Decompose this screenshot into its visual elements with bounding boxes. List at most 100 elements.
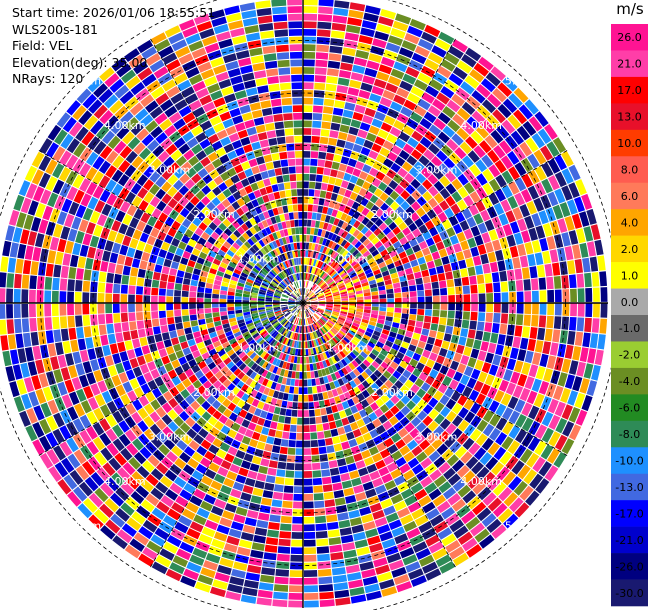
velocity-gate bbox=[288, 166, 296, 174]
velocity-gate bbox=[309, 325, 313, 332]
velocity-gate bbox=[269, 284, 277, 289]
velocity-gate bbox=[59, 425, 72, 440]
velocity-gate bbox=[379, 192, 389, 202]
velocity-gate bbox=[250, 549, 264, 559]
velocity-gate bbox=[133, 208, 144, 220]
velocity-gate bbox=[54, 129, 68, 145]
velocity-gate bbox=[282, 431, 290, 439]
velocity-gate bbox=[269, 329, 276, 335]
velocity-gate bbox=[197, 237, 207, 246]
velocity-gate bbox=[319, 361, 325, 369]
velocity-gate bbox=[446, 227, 456, 238]
velocity-gate bbox=[278, 238, 284, 246]
velocity-gate bbox=[94, 393, 106, 407]
velocity-gate bbox=[437, 527, 453, 540]
velocity-gate bbox=[272, 349, 279, 357]
velocity-gate bbox=[379, 212, 389, 222]
velocity-gate bbox=[254, 279, 262, 285]
velocity-gate bbox=[154, 112, 168, 125]
velocity-gate bbox=[204, 298, 212, 303]
velocity-gate bbox=[140, 94, 155, 108]
velocity-gate bbox=[386, 133, 398, 144]
velocity-gate bbox=[274, 576, 289, 585]
velocity-gate bbox=[227, 334, 235, 341]
velocity-gate bbox=[270, 282, 277, 288]
velocity-gate bbox=[352, 112, 364, 121]
velocity-gate bbox=[336, 352, 343, 360]
velocity-gate bbox=[463, 249, 472, 259]
velocity-gate bbox=[180, 341, 189, 350]
velocity-gate bbox=[192, 106, 206, 118]
velocity-gate bbox=[204, 287, 213, 294]
velocity-gate bbox=[535, 478, 550, 494]
velocity-gate bbox=[280, 336, 286, 344]
velocity-gate bbox=[292, 274, 296, 282]
velocity-gate bbox=[209, 268, 217, 275]
velocity-gate bbox=[401, 286, 409, 293]
velocity-gate bbox=[151, 279, 160, 288]
velocity-gate bbox=[577, 288, 585, 302]
velocity-gate bbox=[375, 564, 390, 575]
velocity-gate bbox=[144, 278, 152, 287]
velocity-gate bbox=[229, 321, 238, 327]
velocity-gate bbox=[195, 150, 207, 161]
velocity-gate bbox=[422, 415, 433, 427]
velocity-gate bbox=[214, 370, 224, 380]
velocity-gate bbox=[222, 188, 232, 198]
velocity-gate bbox=[362, 238, 371, 247]
velocity-gate bbox=[326, 257, 332, 265]
velocity-gate bbox=[399, 178, 410, 189]
velocity-gate bbox=[358, 258, 367, 266]
velocity-gate bbox=[224, 503, 237, 513]
velocity-gate bbox=[185, 394, 195, 405]
velocity-gate bbox=[136, 312, 144, 321]
velocity-gate bbox=[226, 361, 235, 369]
velocity-gate bbox=[341, 260, 348, 267]
velocity-gate bbox=[277, 314, 284, 320]
velocity-gate bbox=[150, 368, 160, 379]
velocity-gate bbox=[291, 332, 295, 340]
velocity-gate bbox=[292, 324, 296, 332]
velocity-gate bbox=[357, 244, 365, 252]
velocity-gate bbox=[368, 364, 377, 373]
velocity-gate bbox=[207, 83, 221, 94]
velocity-gate bbox=[260, 269, 267, 276]
velocity-gate bbox=[501, 292, 509, 303]
velocity-gate bbox=[256, 156, 265, 165]
velocity-gate bbox=[174, 521, 189, 534]
velocity-gate bbox=[546, 236, 556, 250]
velocity-gate bbox=[591, 364, 601, 381]
velocity-gate bbox=[352, 322, 360, 328]
velocity-gate bbox=[341, 417, 350, 426]
velocity-gate bbox=[161, 193, 172, 205]
velocity-gate bbox=[285, 288, 292, 294]
velocity-gate bbox=[291, 258, 295, 266]
velocity-gate bbox=[424, 482, 438, 494]
velocity-gate bbox=[193, 13, 210, 25]
velocity-gate bbox=[147, 335, 156, 345]
velocity-gate bbox=[271, 445, 281, 454]
velocity-gate bbox=[505, 210, 516, 223]
velocity-gate bbox=[431, 379, 442, 390]
velocity-gate bbox=[314, 277, 320, 284]
velocity-gate bbox=[208, 222, 218, 231]
velocity-gate bbox=[244, 119, 255, 129]
velocity-gate bbox=[94, 200, 106, 213]
velocity-gate bbox=[553, 276, 562, 289]
velocity-gate bbox=[314, 500, 325, 509]
velocity-gate bbox=[484, 219, 495, 232]
velocity-gate bbox=[192, 161, 204, 173]
velocity-gate bbox=[205, 433, 216, 444]
velocity-gate bbox=[360, 322, 368, 328]
velocity-gate bbox=[422, 179, 433, 190]
velocity-gate bbox=[292, 235, 297, 243]
velocity-gate bbox=[402, 73, 417, 85]
velocity-gate bbox=[300, 356, 303, 364]
velocity-gate bbox=[428, 408, 439, 420]
velocity-gate bbox=[316, 538, 329, 547]
velocity-gate bbox=[241, 436, 251, 445]
velocity-gate bbox=[186, 137, 199, 149]
velocity-gate bbox=[489, 413, 501, 427]
velocity-gate bbox=[159, 317, 167, 326]
